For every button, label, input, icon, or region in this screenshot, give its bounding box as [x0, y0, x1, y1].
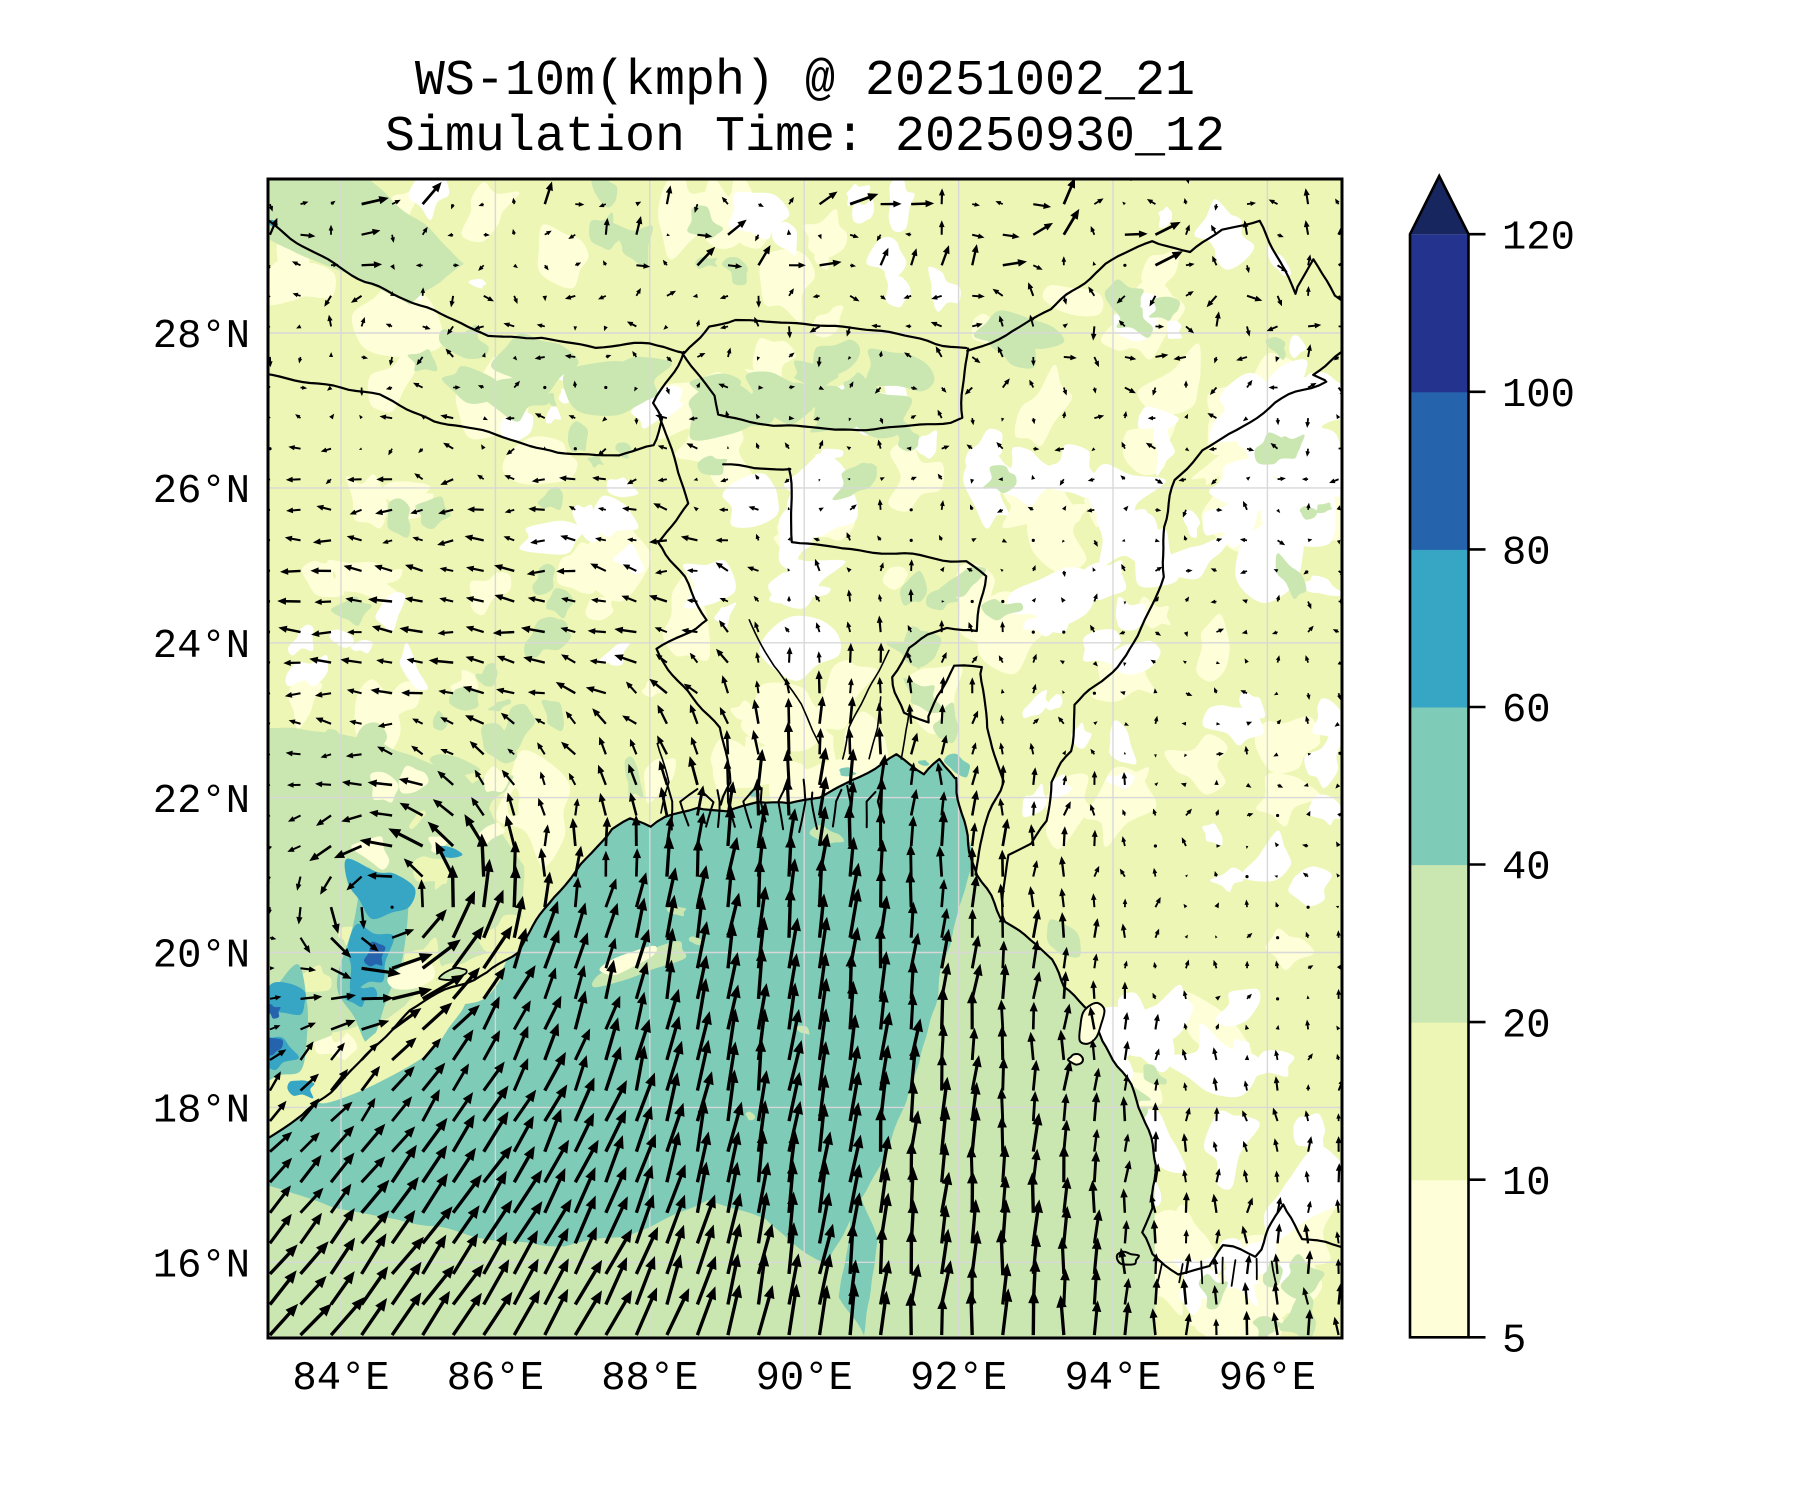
svg-text:96°E: 96°E: [1219, 1356, 1316, 1402]
svg-text:20: 20: [1502, 1003, 1551, 1049]
svg-text:16°N: 16°N: [153, 1244, 250, 1290]
svg-text:84°E: 84°E: [292, 1356, 389, 1402]
svg-text:5: 5: [1502, 1319, 1526, 1365]
svg-text:18°N: 18°N: [153, 1089, 250, 1135]
svg-text:WS-10m(kmph) @ 20251002_21: WS-10m(kmph) @ 20251002_21: [415, 53, 1195, 110]
svg-text:Simulation Time: 20250930_12: Simulation Time: 20250930_12: [385, 109, 1225, 166]
svg-text:26°N: 26°N: [153, 469, 250, 515]
svg-text:20°N: 20°N: [153, 934, 250, 980]
svg-text:94°E: 94°E: [1064, 1356, 1161, 1402]
svg-text:10: 10: [1502, 1161, 1551, 1207]
svg-text:80: 80: [1502, 531, 1551, 577]
svg-text:100: 100: [1502, 373, 1575, 419]
svg-text:40: 40: [1502, 846, 1551, 892]
svg-text:92°E: 92°E: [910, 1356, 1007, 1402]
svg-text:28°N: 28°N: [153, 314, 250, 360]
svg-text:88°E: 88°E: [601, 1356, 698, 1402]
svg-text:24°N: 24°N: [153, 624, 250, 670]
svg-text:90°E: 90°E: [756, 1356, 853, 1402]
svg-text:22°N: 22°N: [153, 779, 250, 825]
svg-text:60: 60: [1502, 688, 1551, 734]
svg-text:86°E: 86°E: [447, 1356, 544, 1402]
svg-text:120: 120: [1502, 215, 1575, 261]
